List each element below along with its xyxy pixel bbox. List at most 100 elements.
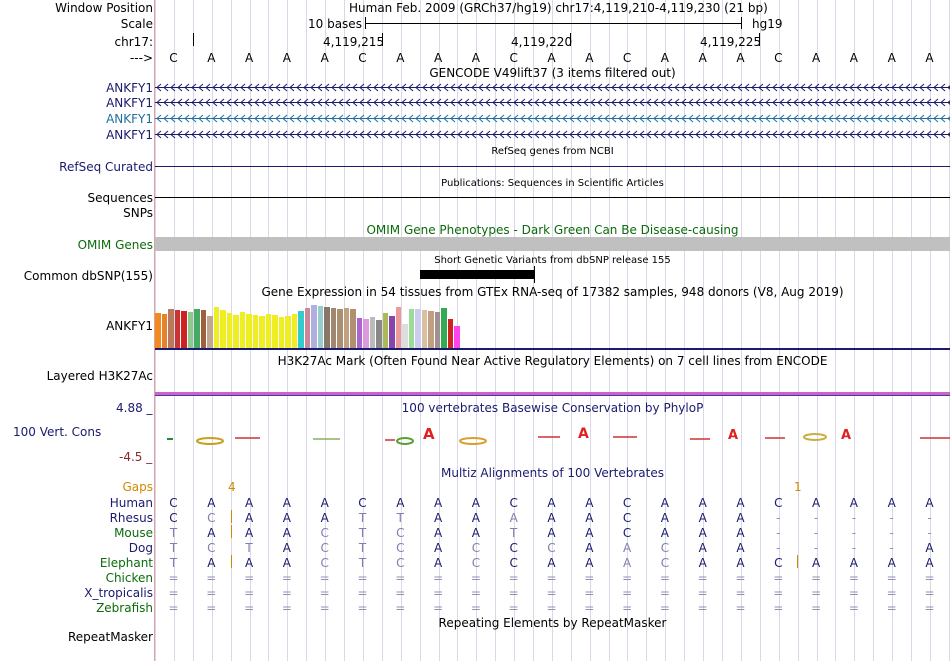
base-letter: A [698, 51, 707, 65]
grid-line [741, 0, 742, 661]
alignment-base: = [433, 586, 444, 600]
dbsnp-label[interactable]: Common dbSNP(155) [23, 269, 153, 283]
gene-model-4[interactable] [155, 130, 950, 139]
h3k27ac-label[interactable]: Layered H3K27Ac [46, 369, 153, 383]
gtex-tissue-bar[interactable] [226, 313, 232, 348]
gtex-tissue-bar[interactable] [200, 310, 206, 348]
gtex-tissue-bar[interactable] [233, 315, 239, 348]
species-label[interactable]: Elephant [99, 556, 153, 570]
gtex-tissue-bar[interactable] [402, 324, 408, 348]
gtex-tissue-bar[interactable] [395, 307, 401, 348]
gtex-tissue-bar[interactable] [337, 309, 343, 348]
gtex-tissue-bar[interactable] [363, 319, 369, 348]
gtex-tissue-bar[interactable] [272, 315, 278, 348]
gtex-tissue-bar[interactable] [311, 305, 317, 348]
gtex-tissue-bar[interactable] [343, 308, 349, 348]
species-label[interactable]: Chicken [105, 571, 153, 585]
alignment-base: T [358, 541, 367, 555]
gtex-tissue-bar[interactable] [155, 313, 161, 348]
gtex-tissue-bar[interactable] [246, 314, 252, 348]
gtex-tissue-bar[interactable] [220, 310, 226, 348]
grid-line [552, 0, 553, 661]
alignment-base: A [282, 511, 291, 525]
gtex-tissue-bar[interactable] [285, 316, 291, 348]
gtex-tissue-bar[interactable] [350, 309, 356, 348]
gtex-tissue-bar[interactable] [415, 309, 421, 348]
gtex-tissue-bar[interactable] [428, 311, 434, 348]
gtex-tissue-bar[interactable] [454, 326, 460, 348]
species-label[interactable]: Dog [128, 541, 153, 555]
gencode-gene-2[interactable]: ANKFY1 [106, 96, 153, 110]
gtex-tissue-bar[interactable] [317, 306, 323, 348]
species-label[interactable]: Mouse [114, 526, 153, 540]
omim-label[interactable]: OMIM Genes [77, 238, 153, 252]
gtex-tissue-bar[interactable] [207, 316, 213, 348]
cons-plot[interactable]: A A A A [155, 425, 950, 447]
alignment-base: = [281, 601, 292, 615]
species-label[interactable]: Rhesus [109, 511, 153, 525]
gene-model-3[interactable] [155, 114, 950, 123]
gencode-gene-1[interactable]: ANKFY1 [106, 81, 153, 95]
gtex-tissue-bar[interactable] [252, 315, 258, 348]
alignment-base: A [925, 541, 934, 555]
gene-model-1[interactable] [155, 83, 950, 92]
publications-line[interactable] [155, 197, 950, 198]
alignment-base: - [927, 526, 932, 540]
gtex-tissue-bar[interactable] [278, 317, 284, 348]
dbsnp-feature[interactable] [420, 270, 534, 279]
cons-label[interactable]: 100 Vert. Cons [13, 425, 102, 439]
gtex-tissue-bar[interactable] [324, 307, 330, 348]
species-label[interactable]: Human [109, 496, 153, 510]
base-letter: A [433, 51, 443, 65]
gtex-tissue-bar[interactable] [389, 316, 395, 348]
repeatmasker-label[interactable]: RepeatMasker [67, 630, 153, 644]
gtex-bars[interactable] [155, 300, 555, 348]
gtex-tissue-bar[interactable] [434, 312, 440, 348]
gtex-tissue-bar[interactable] [239, 312, 245, 348]
alignment-base: A [622, 556, 632, 570]
alignment-base: T [169, 556, 178, 570]
alignment-base: A [698, 526, 707, 540]
species-label[interactable]: X_tropicalis [84, 586, 153, 600]
gtex-tissue-bar[interactable] [330, 308, 336, 348]
gtex-tissue-bar[interactable] [181, 311, 187, 348]
alignment-base: = [773, 601, 784, 615]
gtex-tissue-bar[interactable] [447, 319, 453, 348]
gene-model-2[interactable] [155, 98, 950, 107]
gtex-tissue-bar[interactable] [213, 307, 219, 348]
omim-bar[interactable] [155, 237, 950, 251]
gtex-tissue-bar[interactable] [194, 309, 200, 348]
alignment-base: = [886, 571, 897, 585]
alignment-base: = [659, 601, 670, 615]
gencode-gene-3[interactable]: ANKFY1 [106, 112, 153, 126]
gtex-gene-label[interactable]: ANKFY1 [106, 319, 153, 333]
snps-label[interactable]: SNPs [123, 206, 153, 220]
refseq-label[interactable]: RefSeq Curated [59, 160, 153, 174]
refseq-line[interactable] [155, 166, 950, 167]
window-position-label: Window Position [55, 1, 153, 15]
gtex-tissue-bar[interactable] [408, 309, 414, 348]
gencode-gene-4[interactable]: ANKFY1 [106, 128, 153, 142]
gtex-tissue-bar[interactable] [421, 310, 427, 348]
gtex-tissue-bar[interactable] [187, 312, 193, 348]
species-label[interactable]: Zebrafish [96, 601, 153, 615]
alignment-base: A [849, 496, 858, 510]
gtex-tissue-bar[interactable] [304, 308, 310, 348]
gtex-tissue-bar[interactable] [376, 320, 382, 348]
publications-sequences-label[interactable]: Sequences [87, 191, 153, 205]
gtex-tissue-bar[interactable] [291, 314, 297, 348]
gtex-tissue-bar[interactable] [174, 310, 180, 348]
gtex-tissue-bar[interactable] [369, 317, 375, 348]
gtex-tissue-bar[interactable] [168, 309, 174, 348]
alignment-base: C [547, 541, 556, 555]
h3k27ac-band[interactable] [155, 392, 950, 395]
gtex-tissue-bar[interactable] [441, 308, 447, 348]
gtex-tissue-bar[interactable] [259, 316, 265, 348]
gtex-tissue-bar[interactable] [265, 314, 271, 348]
gtex-tissue-bar[interactable] [356, 318, 362, 348]
alignment-base: A [736, 541, 745, 555]
gtex-tissue-bar[interactable] [382, 313, 388, 348]
grid-line [930, 0, 931, 661]
gtex-tissue-bar[interactable] [298, 311, 304, 348]
gtex-tissue-bar[interactable] [161, 314, 167, 348]
